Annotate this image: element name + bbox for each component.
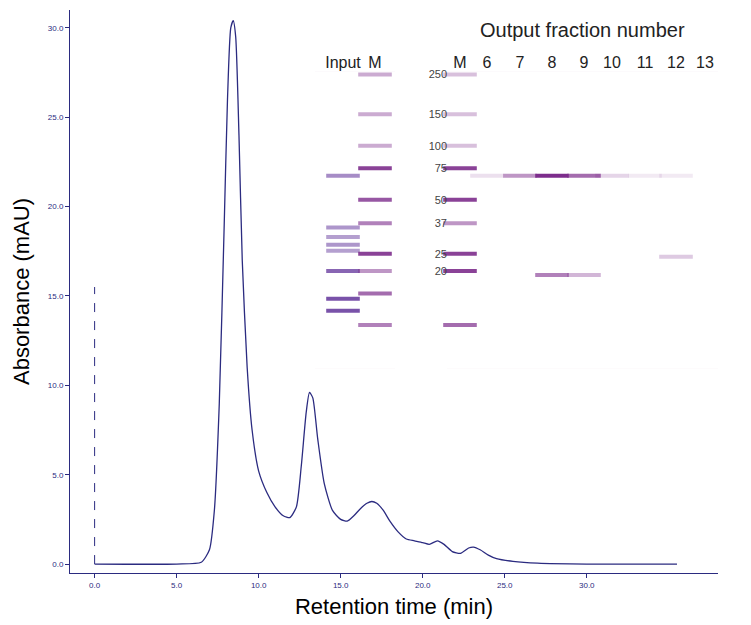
svg-text:100: 100: [429, 140, 447, 152]
svg-text:75: 75: [435, 162, 447, 174]
svg-text:0.0: 0.0: [89, 581, 101, 590]
svg-text:20.0: 20.0: [48, 202, 64, 211]
svg-text:15.0: 15.0: [48, 292, 64, 301]
svg-text:15.0: 15.0: [333, 581, 349, 590]
svg-text:10: 10: [603, 54, 621, 71]
svg-text:8: 8: [548, 54, 557, 71]
svg-text:5.0: 5.0: [171, 581, 183, 590]
svg-text:30.0: 30.0: [579, 581, 595, 590]
svg-text:150: 150: [429, 108, 447, 120]
svg-text:0.0: 0.0: [52, 560, 64, 569]
svg-text:7: 7: [516, 54, 525, 71]
svg-text:250: 250: [429, 68, 447, 80]
svg-text:20.0: 20.0: [415, 581, 431, 590]
svg-text:Output fraction number: Output fraction number: [480, 19, 685, 41]
svg-text:M: M: [453, 54, 466, 71]
svg-text:M: M: [368, 54, 381, 71]
svg-text:9: 9: [580, 54, 589, 71]
svg-text:25.0: 25.0: [497, 581, 513, 590]
svg-text:Retention time (min): Retention time (min): [295, 594, 493, 619]
svg-text:Input: Input: [325, 54, 361, 71]
svg-text:6: 6: [483, 54, 492, 71]
svg-text:50: 50: [435, 194, 447, 206]
svg-text:20: 20: [435, 265, 447, 277]
svg-text:Absorbance (mAU): Absorbance (mAU): [9, 198, 34, 385]
svg-text:25: 25: [435, 248, 447, 260]
svg-text:30.0: 30.0: [48, 24, 64, 33]
svg-text:37: 37: [435, 217, 447, 229]
svg-text:5.0: 5.0: [52, 471, 64, 480]
svg-text:10.0: 10.0: [251, 581, 267, 590]
svg-text:12: 12: [667, 54, 685, 71]
svg-text:11: 11: [637, 54, 654, 71]
svg-text:13: 13: [696, 54, 714, 71]
svg-text:25.0: 25.0: [48, 113, 64, 122]
svg-text:10.0: 10.0: [48, 381, 64, 390]
